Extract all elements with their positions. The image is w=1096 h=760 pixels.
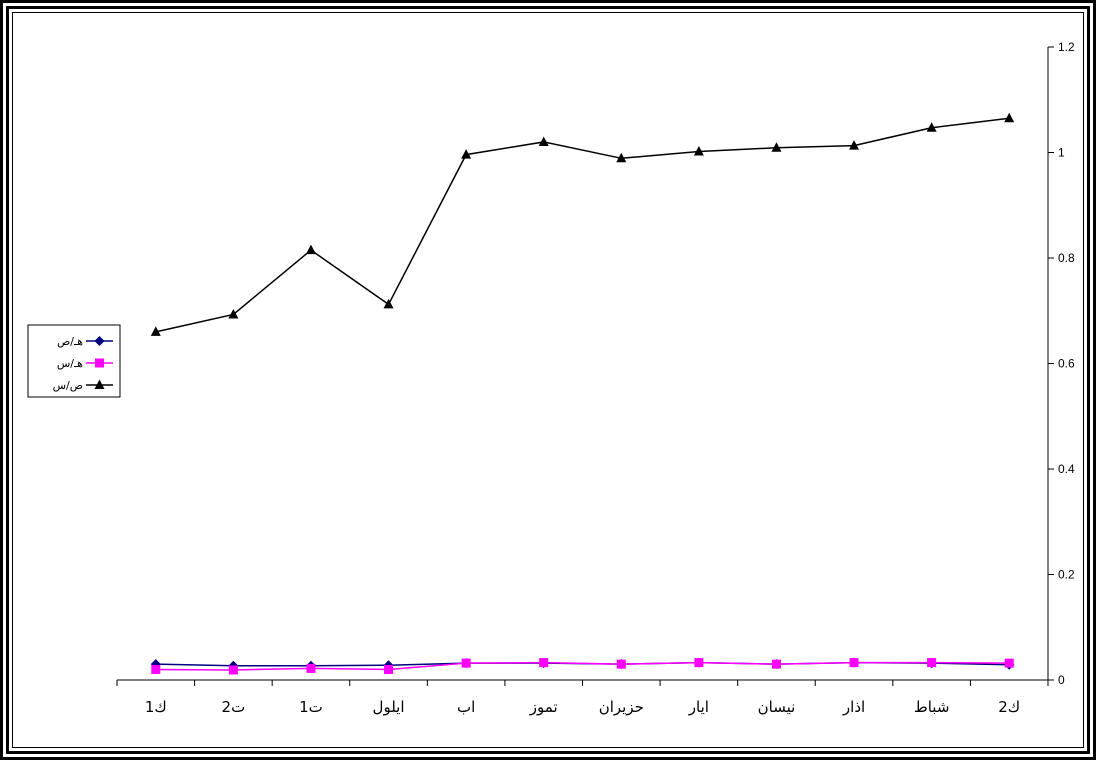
data-point <box>616 152 627 163</box>
x-tick-label: تموز <box>529 698 558 716</box>
y-tick-label: 1 <box>1058 146 1065 160</box>
data-point <box>384 664 394 674</box>
data-point <box>539 658 549 668</box>
data-point <box>461 658 471 668</box>
legend-marker <box>94 336 105 346</box>
data-point <box>694 658 704 668</box>
data-point <box>771 659 781 669</box>
x-tick-label: حزيران <box>599 698 644 716</box>
data-point <box>926 122 937 132</box>
data-point <box>849 658 859 668</box>
legend-marker <box>94 379 105 389</box>
data-point <box>151 664 161 674</box>
y-tick-label: 0.8 <box>1058 251 1075 265</box>
data-point <box>849 140 860 150</box>
legend-label: هـ/ص <box>57 335 83 348</box>
data-point <box>927 658 937 668</box>
x-tick-label: ك2 <box>998 698 1020 716</box>
data-point <box>1004 112 1015 123</box>
chart-axes: 0 0.2 0.4 0.6 0.8 1 1.2 ك1 ت2 ت1 ايلول اب تموز حزيران… <box>116 40 1075 716</box>
y-tick-label: 0.4 <box>1058 462 1075 476</box>
data-point <box>150 326 161 336</box>
y-tick-label: 1.2 <box>1058 40 1075 54</box>
y-tick-label: 0 <box>1058 673 1065 687</box>
data-point <box>616 659 626 669</box>
data-point <box>383 298 394 309</box>
chart-border-middle <box>6 6 1090 754</box>
x-tick-label: ايار <box>688 698 709 716</box>
y-tick-label: 0.6 <box>1058 357 1075 371</box>
series-line <box>155 661 1010 671</box>
series-2 <box>151 658 1014 675</box>
x-tick-label: ايلول <box>373 698 405 716</box>
data-point <box>305 244 316 255</box>
legend-label: ص/س <box>53 379 83 392</box>
x-tick-label: ت1 <box>299 698 323 716</box>
series-3 <box>150 112 1015 336</box>
series-line <box>155 117 1010 333</box>
data-point <box>306 663 316 673</box>
chart-series <box>150 112 1015 675</box>
x-tick-label: اب <box>457 698 475 716</box>
chart-legend: هـ/ص هـ/س ص/س <box>27 324 121 398</box>
chart-border-inner <box>12 12 1084 748</box>
x-tick-label: نيسان <box>758 698 796 716</box>
x-tick-label: ك1 <box>145 698 167 716</box>
data-point <box>1004 658 1014 668</box>
legend-label: هـ/س <box>57 357 83 370</box>
data-point <box>538 136 549 146</box>
x-tick-label: شباط <box>914 698 950 716</box>
data-point <box>461 149 472 159</box>
data-point <box>771 142 782 152</box>
data-point <box>228 665 238 675</box>
x-tick-label: ت2 <box>222 698 246 716</box>
y-tick-label: 0.2 <box>1058 568 1075 582</box>
data-point <box>693 145 704 156</box>
legend-marker <box>95 358 104 368</box>
x-tick-label: اذار <box>842 698 865 716</box>
data-point <box>228 308 239 319</box>
